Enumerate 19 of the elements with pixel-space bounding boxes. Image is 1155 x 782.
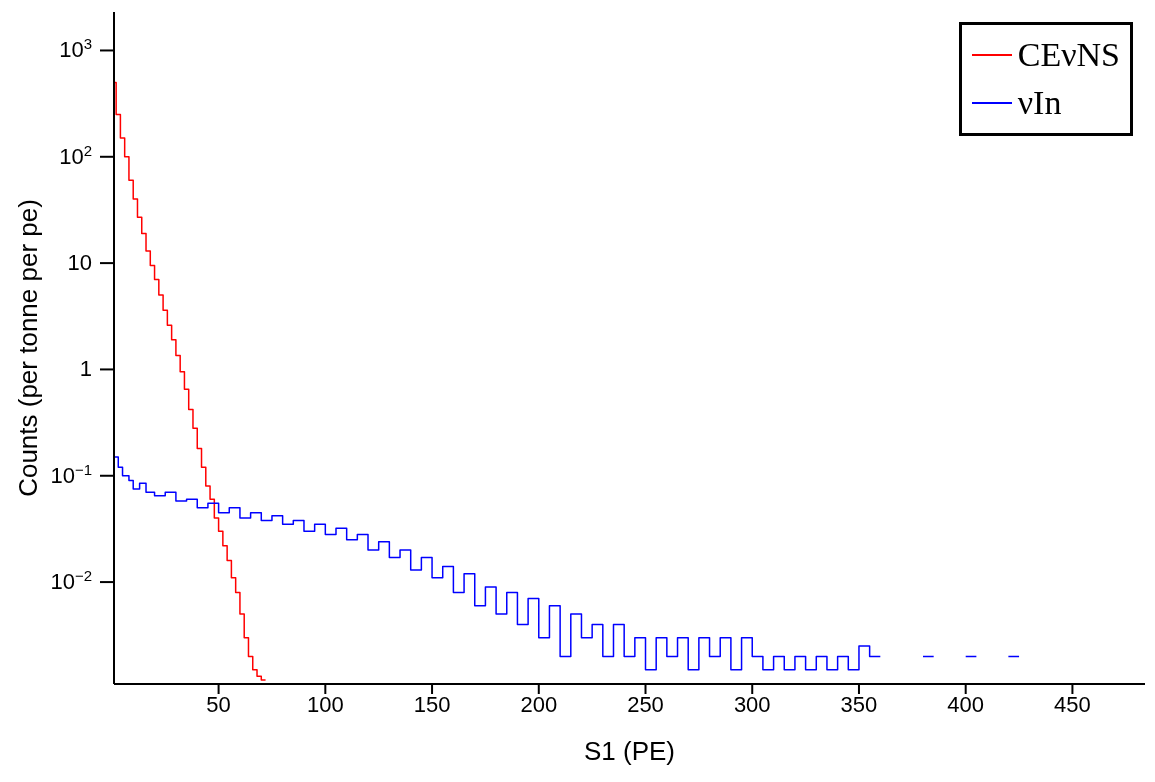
x-tick-label: 350 [840,691,878,717]
y-axis-title: Counts (per tonne per pe) [13,199,44,497]
y-tick-label: 10$^{−1}$ [50,460,92,488]
x-tick-label: 250 [627,691,664,717]
legend-label: νIn [1017,83,1062,123]
x-tick-label: 150 [413,691,451,717]
x-tick-label: 300 [733,691,771,717]
x-tick-label: 50 [206,691,231,717]
y-tick-label: 10$^{2}$ [59,141,92,169]
y-tick-label: 10$^{−2}$ [50,566,92,595]
x-tick-label: 450 [1054,691,1091,717]
legend-label: CEνNS [1017,35,1120,75]
y-tick-label: 1 [79,356,92,382]
x-axis-title: S1 (PE) [583,736,676,766]
y-tick-label: 10 [67,250,92,276]
x-tick-label: 400 [947,691,985,717]
x-tick-label: 200 [520,691,558,717]
y-tick-label: 10$^{3}$ [59,34,92,63]
x-tick-label: 100 [306,691,344,717]
